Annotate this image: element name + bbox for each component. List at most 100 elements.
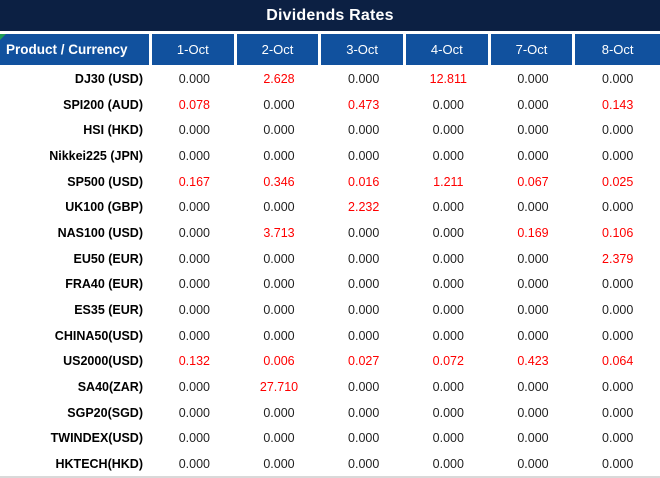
value-cell: 0.000 [490,296,576,322]
value-cell: 0.000 [152,321,237,348]
value-cell: 0.000 [321,321,406,348]
value-cell: 0.000 [405,424,491,451]
product-cell: SP500 (USD) [0,167,152,194]
product-cell: HKTECH(HKD) [0,450,152,476]
value-cell: 0.000 [321,398,406,425]
value-cell: 0.000 [405,296,491,322]
page-title: Dividends Rates [266,6,394,24]
value-cell: 0.000 [490,65,576,91]
value-cell: 0.000 [152,219,237,245]
value-cell: 0.000 [490,450,576,476]
product-cell: ES35 (EUR) [0,296,152,322]
value-cell: 0.000 [490,90,576,117]
value-cell: 0.000 [405,90,491,117]
value-cell: 0.000 [405,244,491,271]
value-cell: 2.628 [236,65,322,91]
product-cell: Nikkei225 (JPN) [0,142,152,168]
value-cell: 0.000 [152,450,237,476]
header-date-cell: 7-Oct [490,34,576,65]
product-cell: TWINDEX(USD) [0,424,152,451]
header-product-currency-cell: Product / Currency [0,34,152,65]
value-cell: 0.000 [321,65,406,91]
dividends-table: Product / Currency 1-Oct 2-Oct 3-Oct 4-Oct 7-… [0,34,660,478]
value-cell: 0.000 [575,373,660,399]
value-cell: 0.346 [236,167,322,194]
value-cell: 0.000 [236,450,322,476]
value-cell: 0.106 [575,219,660,245]
value-cell: 0.000 [152,244,237,271]
value-cell: 0.000 [405,116,491,142]
product-cell: CHINA50(USD) [0,321,152,348]
divider [0,31,660,34]
value-cell: 0.000 [405,193,491,219]
value-cell: 0.000 [490,398,576,425]
value-cell: 0.000 [152,398,237,425]
value-cell: 0.000 [321,244,406,271]
value-cell: 0.000 [152,116,237,142]
value-cell: 0.000 [575,193,660,219]
value-cell: 0.016 [321,167,406,194]
value-cell: 0.000 [490,142,576,168]
value-cell: 0.000 [490,373,576,399]
value-cell: 0.000 [575,65,660,91]
header-date-cell: 4-Oct [405,34,491,65]
value-cell: 0.132 [152,347,237,374]
value-cell: 0.078 [152,90,237,117]
value-cell: 0.000 [490,193,576,219]
value-cell: 0.000 [575,450,660,476]
value-cell: 0.000 [321,116,406,142]
value-cell: 0.027 [321,347,406,374]
product-cell: SGP20(SGD) [0,398,152,425]
value-cell: 0.000 [490,244,576,271]
value-cell: 0.072 [405,347,491,374]
value-cell: 0.000 [575,321,660,348]
product-cell: EU50 (EUR) [0,244,152,271]
value-cell: 0.000 [405,321,491,348]
value-cell: 0.000 [405,450,491,476]
value-cell: 0.000 [490,321,576,348]
value-cell: 0.000 [321,270,406,297]
value-cell: 0.000 [236,142,322,168]
value-cell: 0.000 [152,270,237,297]
value-cell: 0.473 [321,90,406,117]
header-date-cell: 3-Oct [321,34,406,65]
header-date-cell: 2-Oct [236,34,322,65]
value-cell: 1.211 [405,167,491,194]
value-cell: 0.000 [152,373,237,399]
value-cell: 0.000 [575,142,660,168]
product-cell: HSI (HKD) [0,116,152,142]
value-cell: 0.000 [405,142,491,168]
product-cell: US2000(USD) [0,347,152,374]
value-cell: 0.143 [575,90,660,117]
value-cell: 0.006 [236,347,322,374]
value-cell: 0.000 [405,398,491,425]
product-cell: UK100 (GBP) [0,193,152,219]
value-cell: 0.064 [575,347,660,374]
value-cell: 0.000 [575,398,660,425]
value-cell: 0.167 [152,167,237,194]
value-cell: 0.000 [321,424,406,451]
table-title-bar: Dividends Rates [0,0,660,31]
value-cell: 0.000 [321,373,406,399]
value-cell: 0.000 [490,424,576,451]
value-cell: 0.000 [236,270,322,297]
product-cell: DJ30 (USD) [0,65,152,91]
value-cell: 0.000 [490,116,576,142]
value-cell: 0.025 [575,167,660,194]
value-cell: 0.000 [405,270,491,297]
value-cell: 0.000 [152,424,237,451]
value-cell: 0.000 [490,270,576,297]
value-cell: 0.000 [152,296,237,322]
value-cell: 0.000 [236,424,322,451]
value-cell: 0.000 [321,142,406,168]
value-cell: 0.000 [236,193,322,219]
value-cell: 0.000 [152,142,237,168]
value-cell: 0.000 [575,116,660,142]
value-cell: 0.423 [490,347,576,374]
header-date-cell: 8-Oct [575,34,660,65]
value-cell: 0.000 [236,321,322,348]
value-cell: 0.000 [575,424,660,451]
value-cell: 0.000 [405,373,491,399]
value-cell: 0.000 [321,219,406,245]
